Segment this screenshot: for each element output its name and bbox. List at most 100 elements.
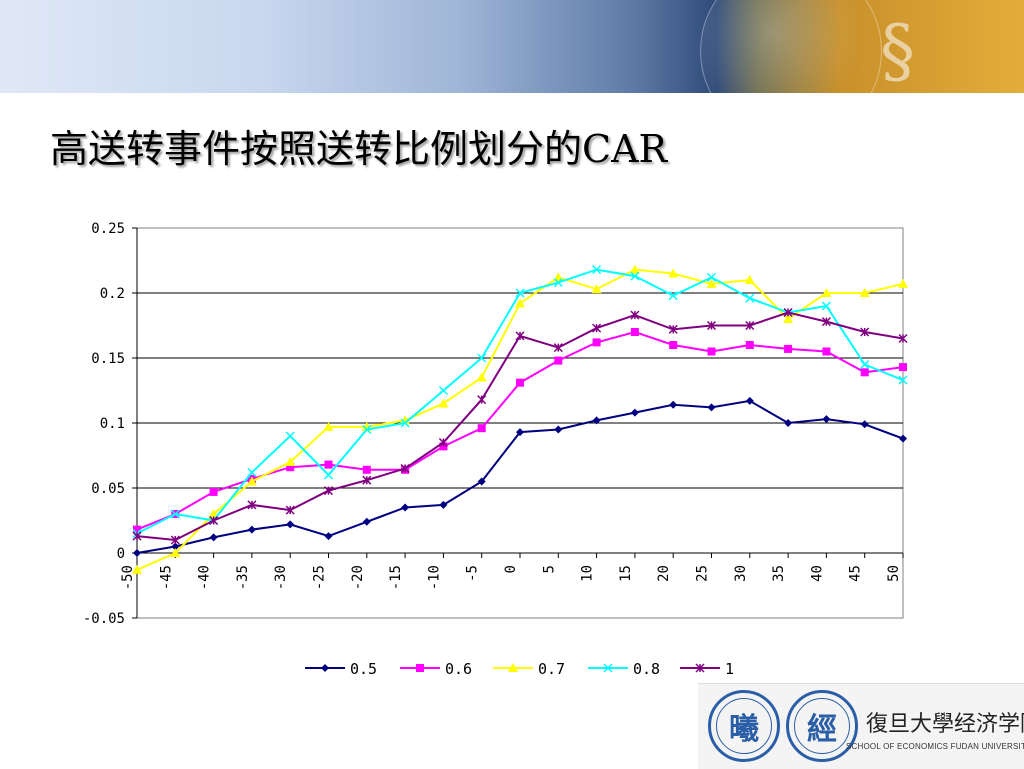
- data-point: [630, 271, 640, 281]
- x-tick-label: 0: [503, 565, 519, 573]
- banner-globe-graphic: §: [0, 0, 1024, 95]
- legend-item: 0.8: [588, 660, 660, 678]
- x-tick-label: 15: [618, 565, 634, 582]
- data-point: [630, 328, 639, 336]
- legend-item: 0.7: [493, 660, 565, 678]
- legend-marker: [321, 664, 329, 672]
- data-point: [591, 284, 602, 294]
- x-tick-label: 45: [848, 565, 864, 582]
- series-0.5: [133, 396, 907, 557]
- y-tick-label: -0.05: [83, 611, 125, 627]
- data-point: [592, 323, 602, 333]
- data-point: [247, 525, 256, 534]
- data-point: [860, 359, 870, 370]
- data-point: [706, 272, 717, 282]
- data-point: [668, 324, 678, 334]
- data-point: [515, 331, 525, 341]
- data-point: [439, 500, 448, 509]
- data-point: [362, 424, 372, 435]
- data-point: [477, 353, 487, 363]
- data-point: [285, 431, 295, 441]
- x-tick-label: -25: [312, 565, 328, 590]
- x-tick-label: -35: [235, 565, 251, 590]
- data-point: [323, 486, 334, 496]
- data-point: [630, 408, 639, 417]
- data-point: [208, 509, 219, 518]
- data-point: [362, 465, 371, 474]
- data-point: [477, 477, 486, 486]
- data-point: [592, 265, 602, 275]
- data-point: [745, 293, 755, 303]
- x-tick-label: -50: [120, 565, 136, 590]
- data-point: [745, 396, 754, 405]
- data-point: [744, 275, 755, 284]
- data-point: [171, 542, 180, 551]
- x-tick-label: 40: [809, 565, 825, 582]
- data-point: [324, 532, 333, 541]
- legend-item: 0.6: [400, 660, 472, 678]
- data-point: [707, 403, 716, 412]
- data-point: [515, 288, 525, 298]
- x-tick-label: -10: [426, 565, 442, 590]
- y-tick-label: 0.15: [91, 351, 125, 367]
- legend-label: 0.7: [538, 660, 565, 678]
- y-tick-label: 0.25: [91, 221, 125, 237]
- data-point: [554, 356, 563, 365]
- data-point: [247, 500, 257, 510]
- x-tick-label: 5: [541, 565, 557, 573]
- x-tick-label: -30: [273, 565, 289, 590]
- data-point: [209, 533, 218, 542]
- data-point: [438, 398, 449, 408]
- data-point: [324, 460, 333, 469]
- data-point: [821, 288, 832, 297]
- data-point: [170, 535, 180, 545]
- data-point: [516, 378, 524, 387]
- data-point: [668, 291, 678, 301]
- data-point: [170, 509, 180, 519]
- data-point: [133, 549, 141, 557]
- data-point: [706, 320, 717, 331]
- x-tick-label: 20: [656, 565, 672, 582]
- data-point: [438, 385, 448, 396]
- data-point: [707, 347, 716, 356]
- data-point: [592, 338, 601, 347]
- data-point: [170, 548, 181, 557]
- x-tick-label: 25: [695, 565, 711, 582]
- data-point: [899, 363, 907, 372]
- data-point: [477, 395, 487, 405]
- series-1: [132, 307, 908, 545]
- legend-marker: [508, 663, 518, 672]
- data-point: [476, 372, 487, 382]
- data-point: [860, 327, 870, 337]
- x-tick-label: -15: [388, 565, 404, 590]
- x-tick-label: -45: [158, 565, 174, 590]
- legend-label: 0.8: [633, 660, 660, 678]
- data-point: [669, 400, 678, 409]
- data-point: [898, 333, 908, 344]
- y-tick-label: 0.1: [100, 416, 125, 432]
- data-point: [553, 278, 563, 288]
- data-point: [400, 463, 410, 474]
- data-point: [860, 420, 869, 429]
- data-point: [784, 419, 793, 427]
- data-point: [592, 416, 601, 425]
- data-point: [132, 564, 142, 574]
- legend-label: 0.6: [445, 660, 472, 678]
- data-point: [323, 470, 334, 480]
- school-name-en: SCHOOL OF ECONOMICS FUDAN UNIVERSITY: [846, 742, 1024, 751]
- data-point: [860, 368, 869, 377]
- legend-item: 1: [680, 660, 734, 678]
- data-point: [362, 475, 372, 485]
- data-point: [629, 264, 640, 274]
- legend-marker: [416, 664, 424, 672]
- x-tick-label: 50: [886, 565, 902, 582]
- data-point: [400, 418, 410, 428]
- fudan-university-seal-icon: 曦: [708, 690, 780, 762]
- data-point: [859, 288, 870, 297]
- school-name-cn: 復旦大學经济学院: [866, 712, 1024, 737]
- globe-icon: [700, 0, 882, 93]
- data-point: [898, 375, 908, 385]
- x-tick-label: 35: [771, 565, 787, 582]
- data-point: [784, 344, 793, 353]
- data-point: [783, 307, 793, 318]
